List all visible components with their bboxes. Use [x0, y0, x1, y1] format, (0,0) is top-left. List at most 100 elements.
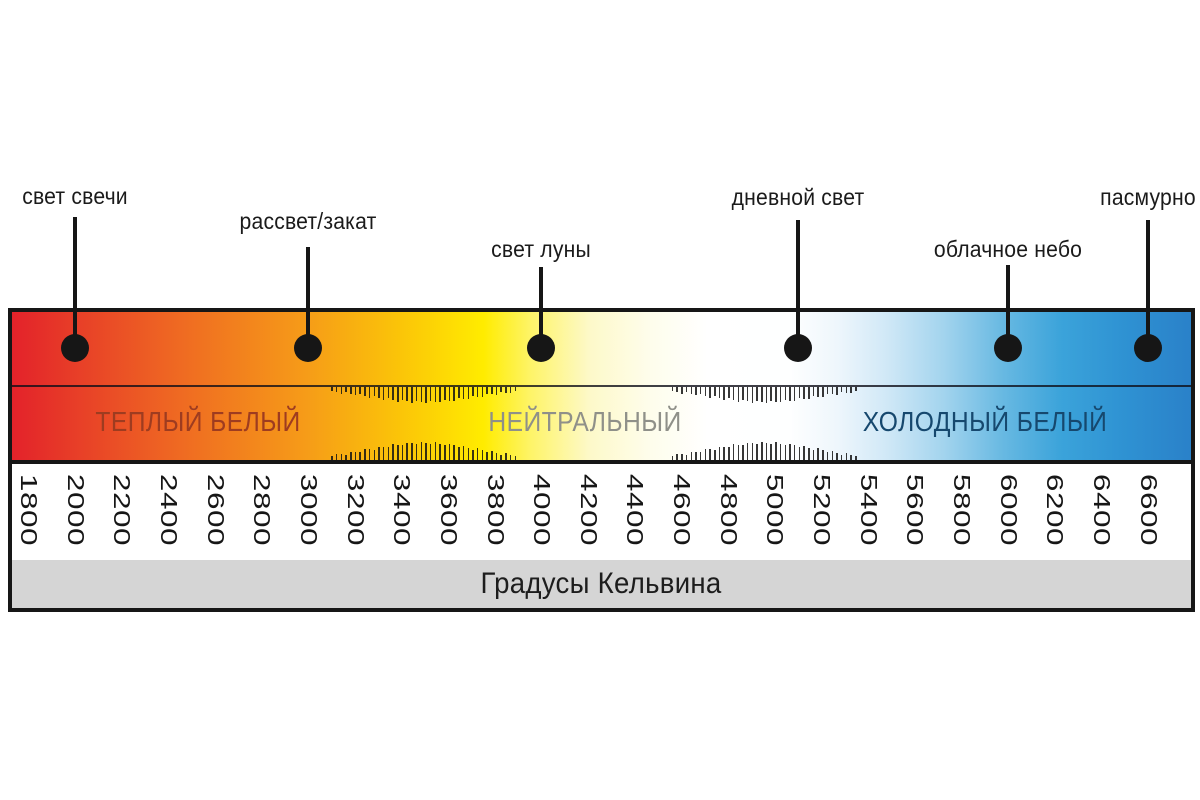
- hatch-tick-top: [742, 387, 744, 401]
- hatch-tick-bottom: [467, 447, 470, 460]
- hatch-tick-top: [514, 387, 517, 391]
- hatch-tick-top: [397, 387, 399, 402]
- hatch-tick-bottom: [420, 442, 423, 460]
- hatch-tick-top: [420, 387, 423, 402]
- hatch-tick-bottom: [495, 452, 498, 460]
- hatch-tick-bottom: [476, 448, 479, 460]
- hatch-tick-bottom: [406, 442, 408, 460]
- hatch-tick-bottom: [685, 454, 688, 460]
- hatch-tick-top: [765, 387, 768, 403]
- hatch-tick-bottom: [481, 450, 484, 460]
- hatch-tick-top: [368, 387, 371, 398]
- hatch-tick-bottom: [397, 444, 399, 460]
- marker-label: свет свечи: [21, 183, 128, 209]
- hatch-tick-top: [495, 387, 498, 395]
- zone-label-cold-white: ХОЛОДНЫЙ БЕЛЫЙ: [862, 406, 1108, 437]
- hatch-tick-top: [831, 387, 834, 395]
- hatch-tick-top: [770, 387, 772, 401]
- hatch-tick-bottom: [676, 453, 678, 460]
- hatch-tick-bottom: [775, 442, 777, 460]
- hatch-tick-top: [467, 387, 470, 400]
- transition-hatch-layer: [12, 312, 1191, 460]
- zone-label-neutral: НЕЙТРАЛЬНЫЙ: [488, 406, 682, 437]
- hatch-tick-top: [685, 387, 688, 393]
- hatch-tick-top: [406, 387, 408, 402]
- hatch-tick-top: [434, 387, 437, 402]
- hatch-tick-top: [392, 387, 394, 401]
- hatch-tick-bottom: [514, 456, 517, 460]
- hatch-tick-top: [340, 387, 343, 394]
- hatch-tick-bottom: [831, 451, 834, 460]
- hatch-tick-top: [387, 387, 390, 399]
- hatch-tick-top: [415, 387, 418, 401]
- hatch-tick-top: [373, 387, 376, 397]
- hatch-tick-top: [779, 387, 782, 403]
- gradient-strip: ТЕПЛЫЙ БЕЛЫЙ НЕЙТРАЛЬНЫЙ ХОЛОДНЫЙ БЕЛЫЙ: [12, 312, 1191, 464]
- hatch-tick-top: [704, 387, 707, 396]
- hatch-tick-top: [331, 387, 333, 391]
- hatch-tick-bottom: [822, 450, 824, 460]
- hatch-tick-bottom: [699, 452, 702, 460]
- hatch-tick-top: [448, 387, 451, 401]
- hatch-tick-top: [728, 387, 730, 399]
- hatch-tick-top: [714, 387, 716, 397]
- marker-dot: [1133, 334, 1162, 362]
- hatch-tick-top: [444, 387, 446, 401]
- marker-leader-line: [795, 220, 800, 348]
- hatch-tick-top: [350, 387, 352, 394]
- hatch-tick-bottom: [728, 447, 730, 460]
- hatch-tick-bottom: [746, 442, 749, 460]
- hatch-tick-bottom: [378, 446, 380, 460]
- hatch-tick-bottom: [462, 445, 465, 460]
- hatch-tick-top: [803, 387, 805, 399]
- marker-dot: [527, 334, 556, 362]
- hatch-tick-bottom: [765, 443, 768, 460]
- hatch-tick-top: [382, 387, 385, 400]
- hatch-tick-top: [345, 387, 347, 393]
- hatch-tick-top: [718, 387, 721, 399]
- hatch-tick-top: [500, 387, 502, 393]
- hatch-tick-top: [793, 387, 796, 402]
- hatch-tick-bottom: [458, 447, 460, 460]
- hatch-tick-bottom: [681, 454, 683, 460]
- hatch-tick-top: [784, 387, 787, 401]
- hatch-tick-top: [709, 387, 711, 398]
- zone-label-warm-white: ТЕПЛЫЙ БЕЛЫЙ: [95, 406, 301, 437]
- marker-leader-line: [539, 267, 544, 348]
- hatch-tick-bottom: [714, 449, 716, 460]
- hatch-tick-top: [472, 387, 474, 397]
- hatch-tick-bottom: [761, 442, 763, 460]
- hatch-tick-top: [429, 387, 432, 401]
- hatch-tick-bottom: [845, 453, 848, 460]
- hatch-tick-bottom: [453, 445, 455, 460]
- hatch-tick-top: [476, 387, 479, 397]
- hatch-tick-bottom: [723, 446, 725, 460]
- hatch-tick-bottom: [770, 444, 772, 460]
- hatch-tick-bottom: [718, 446, 721, 460]
- hatch-tick-bottom: [439, 443, 441, 460]
- hatch-tick-top: [690, 387, 693, 394]
- hatch-tick-top: [756, 387, 758, 401]
- hatch-tick-top: [364, 387, 366, 396]
- hatch-tick-bottom: [392, 444, 394, 460]
- hatch-tick-top: [458, 387, 460, 399]
- hatch-tick-top: [812, 387, 815, 397]
- hatch-tick-bottom: [509, 454, 512, 460]
- marker-label: дневной свет: [731, 184, 865, 210]
- hatch-tick-top: [845, 387, 848, 393]
- hatch-tick-top: [401, 387, 404, 401]
- hatch-tick-top: [836, 387, 838, 395]
- hatch-tick-bottom: [695, 452, 697, 460]
- hatch-tick-top: [505, 387, 507, 393]
- hatch-tick-bottom: [368, 449, 371, 460]
- hatch-tick-top: [509, 387, 512, 394]
- strip-divider-line: [12, 385, 1191, 387]
- hatch-tick-bottom: [505, 453, 507, 460]
- hatch-tick-bottom: [793, 445, 796, 460]
- marker-dot: [993, 334, 1022, 362]
- hatch-tick-top: [826, 387, 829, 395]
- hatch-tick-bottom: [817, 448, 819, 460]
- hatch-tick-bottom: [737, 444, 740, 460]
- hatch-tick-bottom: [411, 443, 413, 460]
